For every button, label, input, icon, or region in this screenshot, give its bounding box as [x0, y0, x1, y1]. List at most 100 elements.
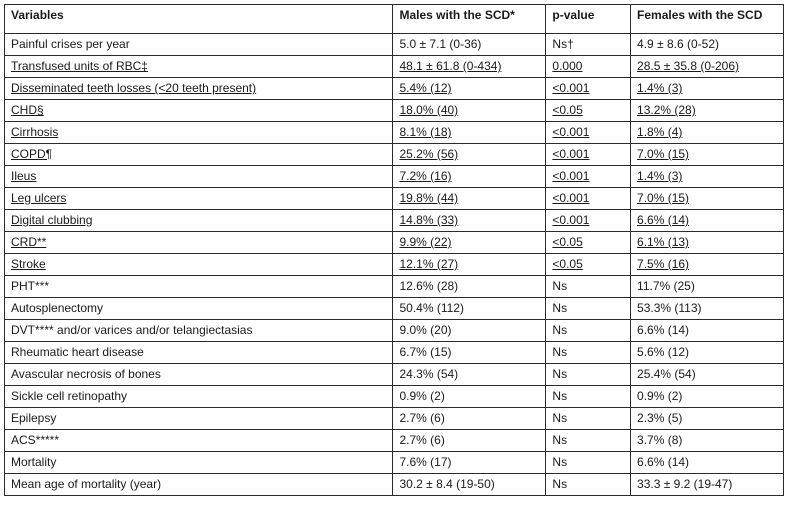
- cell-variable: Rheumatic heart disease: [3, 341, 394, 364]
- cell-males: 19.8% (44): [392, 187, 547, 210]
- cell-males: 5.0 ± 7.1 (0-36): [392, 33, 547, 56]
- cell-p-value: <0.001: [545, 77, 632, 100]
- cell-variable: Avascular necrosis of bones: [3, 363, 394, 386]
- header-males: Males with the SCD*: [392, 4, 547, 34]
- cell-p-value: <0.001: [545, 121, 632, 144]
- table-row: Mortality 7.6% (17) Ns 6.6% (14): [3, 451, 784, 474]
- table-row: Leg ulcers 19.8% (44) <0.001 7.0% (15): [3, 187, 784, 210]
- data-table: Variables Males with the SCD* p-value Fe…: [3, 4, 784, 496]
- table-row: Cirrhosis 8.1% (18) <0.001 1.8% (4): [3, 121, 784, 144]
- header-variables: Variables: [3, 4, 394, 34]
- table-row: Stroke 12.1% (27) <0.05 7.5% (16): [3, 253, 784, 276]
- cell-males: 7.2% (16): [392, 165, 547, 188]
- header-females: Females with the SCD: [630, 4, 784, 34]
- cell-females: 3.7% (8): [630, 429, 784, 452]
- table-row: Transfused units of RBC‡ 48.1 ± 61.8 (0-4…: [3, 55, 784, 78]
- cell-males: 0.9% (2): [392, 385, 547, 408]
- cell-variable: Stroke: [3, 253, 394, 276]
- cell-females: 0.9% (2): [630, 385, 784, 408]
- cell-variable: Mortality: [3, 451, 394, 474]
- cell-females: 33.3 ± 9.2 (19-47): [630, 473, 784, 496]
- cell-variable: Digital clubbing: [3, 209, 394, 232]
- cell-females: 6.6% (14): [630, 209, 784, 232]
- table-row: Mean age of mortality (year) 30.2 ± 8.4 (…: [3, 473, 784, 496]
- cell-p-value: <0.001: [545, 187, 632, 210]
- header-p-value: p-value: [545, 4, 632, 34]
- cell-p-value: Ns: [545, 275, 632, 298]
- cell-p-value: <0.05: [545, 253, 632, 276]
- table-body: Painful crises per year 5.0 ± 7.1 (0-36) N…: [3, 33, 784, 496]
- cell-p-value: Ns: [545, 407, 632, 430]
- table-row: CHD§ 18.0% (40) <0.05 13.2% (28): [3, 99, 784, 122]
- cell-males: 18.0% (40): [392, 99, 547, 122]
- cell-females: 7.5% (16): [630, 253, 784, 276]
- cell-variable: Epilepsy: [3, 407, 394, 430]
- table-row: Autosplenectomy 50.4% (112) Ns 53.3% (113): [3, 297, 784, 320]
- cell-females: 6.6% (14): [630, 451, 784, 474]
- cell-variable: COPD¶: [3, 143, 394, 166]
- cell-females: 6.1% (13): [630, 231, 784, 254]
- cell-p-value: Ns: [545, 385, 632, 408]
- cell-males: 2.7% (6): [392, 429, 547, 452]
- cell-females: 4.9 ± 8.6 (0-52): [630, 33, 784, 56]
- cell-p-value: Ns: [545, 451, 632, 474]
- cell-females: 13.2% (28): [630, 99, 784, 122]
- cell-males: 12.6% (28): [392, 275, 547, 298]
- cell-p-value: Ns: [545, 297, 632, 320]
- cell-variable: ACS*****: [3, 429, 394, 452]
- table-row: Rheumatic heart disease 6.7% (15) Ns 5.6% (…: [3, 341, 784, 364]
- cell-variable: Painful crises per year: [3, 33, 394, 56]
- cell-variable: Autosplenectomy: [3, 297, 394, 320]
- table-row: Sickle cell retinopathy 0.9% (2) Ns 0.9% (2…: [3, 385, 784, 408]
- cell-variable: Leg ulcers: [3, 187, 394, 210]
- cell-p-value: <0.05: [545, 99, 632, 122]
- table-row: COPD¶ 25.2% (56) <0.001 7.0% (15): [3, 143, 784, 166]
- cell-females: 6.6% (14): [630, 319, 784, 342]
- cell-females: 2.3% (5): [630, 407, 784, 430]
- cell-p-value: Ns: [545, 341, 632, 364]
- cell-variable: Disseminated teeth losses (<20 teeth pre…: [3, 77, 394, 100]
- cell-females: 28.5 ± 35.8 (0-206): [630, 55, 784, 78]
- table-row: Painful crises per year 5.0 ± 7.1 (0-36) N…: [3, 33, 784, 56]
- cell-males: 2.7% (6): [392, 407, 547, 430]
- cell-variable: Transfused units of RBC‡: [3, 55, 394, 78]
- table-row: Digital clubbing 14.8% (33) <0.001 6.6% (14…: [3, 209, 784, 232]
- cell-p-value: Ns: [545, 319, 632, 342]
- cell-females: 1.4% (3): [630, 165, 784, 188]
- table-row: Disseminated teeth losses (<20 teeth pre…: [3, 77, 784, 100]
- cell-p-value: <0.001: [545, 143, 632, 166]
- cell-p-value: Ns: [545, 429, 632, 452]
- table-row: Epilepsy 2.7% (6) Ns 2.3% (5): [3, 407, 784, 430]
- cell-males: 9.0% (20): [392, 319, 547, 342]
- cell-males: 25.2% (56): [392, 143, 547, 166]
- table-row: DVT**** and/or varices and/or telangiect…: [3, 319, 784, 342]
- cell-variable: Cirrhosis: [3, 121, 394, 144]
- cell-variable: CHD§: [3, 99, 394, 122]
- cell-males: 30.2 ± 8.4 (19-50): [392, 473, 547, 496]
- table-row: PHT*** 12.6% (28) Ns 11.7% (25): [3, 275, 784, 298]
- cell-males: 6.7% (15): [392, 341, 547, 364]
- cell-females: 7.0% (15): [630, 187, 784, 210]
- cell-females: 7.0% (15): [630, 143, 784, 166]
- cell-variable: Mean age of mortality (year): [3, 473, 394, 496]
- table-row: Ileus 7.2% (16) <0.001 1.4% (3): [3, 165, 784, 188]
- cell-variable: DVT**** and/or varices and/or telangiect…: [3, 319, 394, 342]
- cell-p-value: 0.000: [545, 55, 632, 78]
- cell-p-value: Ns†: [545, 33, 632, 56]
- cell-females: 11.7% (25): [630, 275, 784, 298]
- cell-p-value: <0.05: [545, 231, 632, 254]
- cell-p-value: Ns: [545, 363, 632, 386]
- cell-variable: Sickle cell retinopathy: [3, 385, 394, 408]
- table-row: CRD** 9.9% (22) <0.05 6.1% (13): [3, 231, 784, 254]
- cell-males: 12.1% (27): [392, 253, 547, 276]
- cell-males: 7.6% (17): [392, 451, 547, 474]
- cell-females: 53.3% (113): [630, 297, 784, 320]
- cell-variable: PHT***: [3, 275, 394, 298]
- header-row: Variables Males with the SCD* p-value Fe…: [3, 4, 784, 34]
- cell-males: 5.4% (12): [392, 77, 547, 100]
- cell-p-value: Ns: [545, 473, 632, 496]
- cell-males: 14.8% (33): [392, 209, 547, 232]
- cell-variable: CRD**: [3, 231, 394, 254]
- cell-males: 8.1% (18): [392, 121, 547, 144]
- cell-females: 25.4% (54): [630, 363, 784, 386]
